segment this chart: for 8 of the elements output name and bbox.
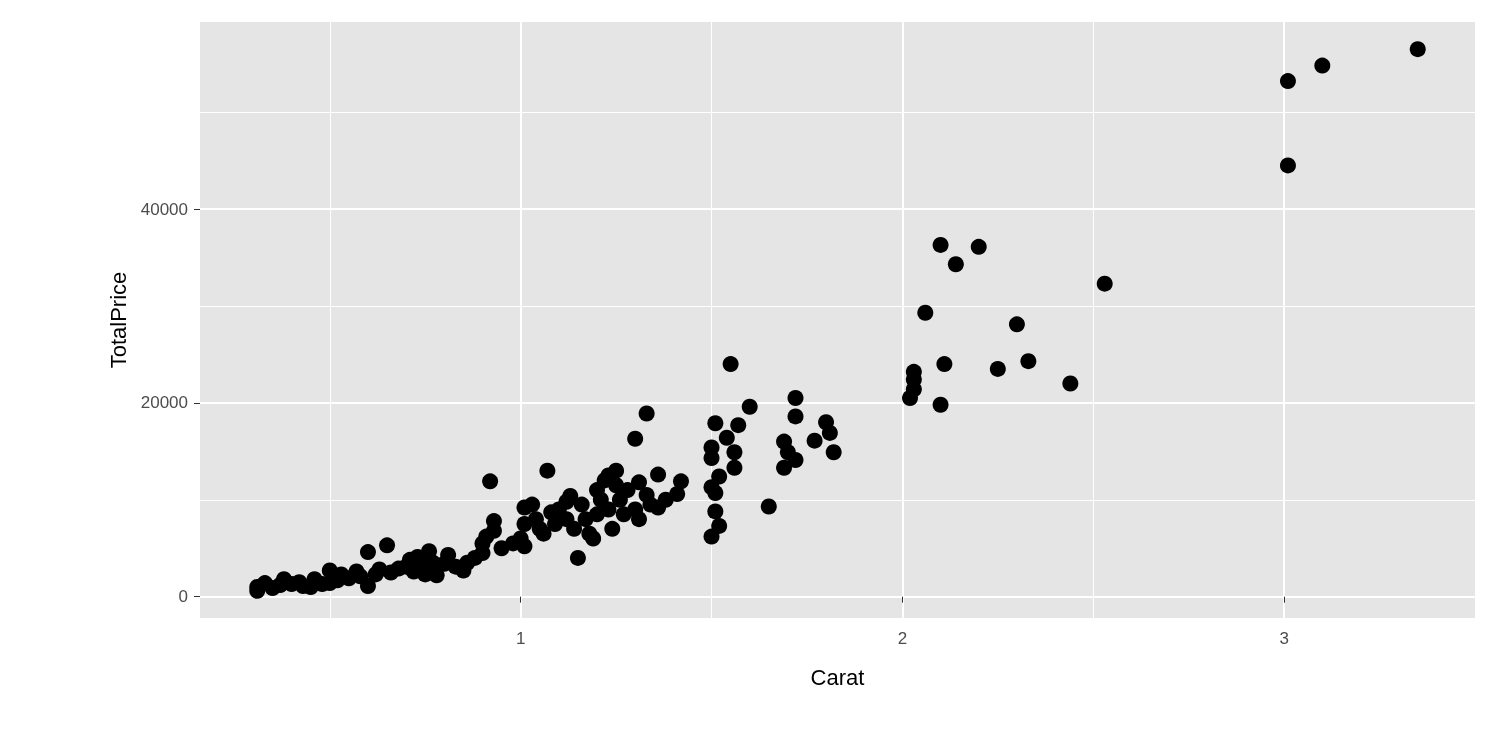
y-tick-label: 0 bbox=[178, 587, 188, 607]
y-tick-label: 20000 bbox=[140, 393, 188, 413]
x-tick-label: 2 bbox=[897, 629, 908, 648]
x-tick-label: 1 bbox=[515, 629, 526, 648]
y-axis-title: TotalPrice bbox=[106, 271, 132, 369]
x-tick-label: 3 bbox=[1279, 629, 1289, 648]
x-axis-title: Carat bbox=[810, 664, 865, 690]
y-tick-label: 40000 bbox=[140, 199, 188, 219]
